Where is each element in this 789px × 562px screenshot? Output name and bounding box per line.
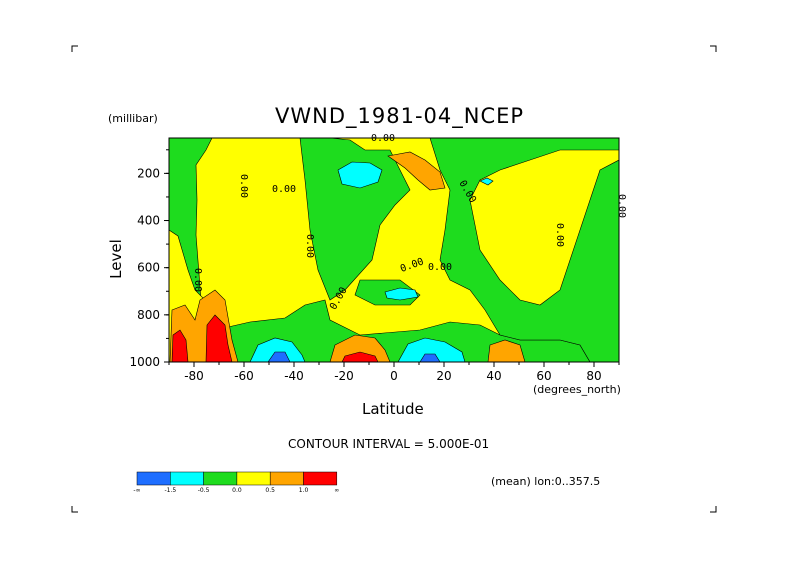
- colorbar-level-label: -∞: [133, 487, 140, 494]
- colorbar-swatch: [269, 471, 304, 486]
- colorbar-level-label: 0.0: [232, 487, 242, 494]
- x-tick-label: 80: [586, 369, 601, 383]
- colorbar-swatch: [303, 471, 338, 486]
- y-tick-group: 200 400 600 800 1000: [129, 149, 169, 369]
- green-region-east: [429, 138, 619, 362]
- chart-title: VWND_1981-04_NCEP: [275, 104, 525, 128]
- x-tick-label: 60: [536, 369, 551, 383]
- x-tick-label: -80: [184, 369, 204, 383]
- contour-label: 0.00: [238, 174, 249, 198]
- corner-marks: [71, 45, 717, 513]
- colorbar-level-label: ∞: [334, 487, 339, 494]
- colorbar-swatch: [136, 471, 171, 486]
- y-tick-label: 400: [137, 214, 160, 228]
- red-region-3: [341, 351, 379, 362]
- blue-region-2: [419, 353, 441, 362]
- cyan-region-4: [384, 287, 419, 301]
- contour-interval-text: CONTOUR INTERVAL = 5.000E-01: [288, 437, 490, 451]
- y-axis-label: Level: [107, 239, 125, 279]
- cyan-region-2: [397, 337, 466, 362]
- colorbar-level-label: -1.5: [164, 487, 176, 494]
- colorbar-level-label: 0.5: [265, 487, 275, 494]
- x-tick-label: -60: [234, 369, 254, 383]
- corner-mark-top-right: [710, 45, 717, 52]
- x-tick-label: -20: [334, 369, 354, 383]
- cyan-region-3: [337, 161, 383, 189]
- contour-label: 0.00: [192, 268, 203, 292]
- y-tick-label: 600: [137, 261, 160, 275]
- red-region-1: [171, 329, 189, 362]
- x-tick-label: 40: [486, 369, 501, 383]
- corner-mark-bottom-left: [71, 506, 78, 513]
- colorbar-level-label: 1.0: [299, 487, 309, 494]
- contour-label: 0.00: [554, 223, 565, 247]
- cyan-region-1: [249, 337, 306, 362]
- corner-mark-bottom-right: [710, 506, 717, 513]
- contour-label: 0.00: [428, 262, 452, 273]
- field-group: [169, 138, 619, 362]
- x-tick-label: 0: [390, 369, 398, 383]
- colorbar-group: -∞ -1.5 -0.5 0.0 0.5 1.0 ∞: [133, 471, 339, 494]
- orange-region-north: [487, 339, 526, 362]
- red-region-2: [205, 314, 233, 362]
- cyan-region-5: [479, 177, 494, 186]
- x-tick-label: -40: [284, 369, 304, 383]
- x-tick-label: 20: [436, 369, 451, 383]
- x-tick-group: -80 -60 -40 -20 0 20 40 60 80: [168, 362, 620, 383]
- contour-label: 0.00: [304, 234, 315, 258]
- y-tick-label: 800: [137, 308, 160, 322]
- orange-region-upper: [387, 151, 446, 191]
- corner-mark-top-left: [71, 45, 78, 52]
- green-region-central: [299, 138, 411, 301]
- contour-label: 0.00: [272, 184, 296, 195]
- y-tick-label: 200: [137, 166, 160, 180]
- x-axis-label: Latitude: [362, 400, 424, 418]
- colorbar-swatch: [203, 471, 238, 486]
- contour-label: 0.00: [616, 194, 627, 218]
- x-axis-unit: (degrees_north): [533, 383, 621, 396]
- mean-longitude-text: (mean) lon:0..357.5: [491, 475, 601, 488]
- y-axis-unit: (millibar): [108, 112, 158, 125]
- contour-label: 0.00: [371, 133, 395, 144]
- colorbar-swatch: [170, 471, 204, 486]
- colorbar-swatch: [236, 471, 271, 486]
- y-tick-label: 1000: [129, 355, 160, 369]
- colorbar-level-label: -0.5: [198, 487, 210, 494]
- blue-region-1: [267, 351, 291, 362]
- orange-region-subtropic: [329, 334, 391, 362]
